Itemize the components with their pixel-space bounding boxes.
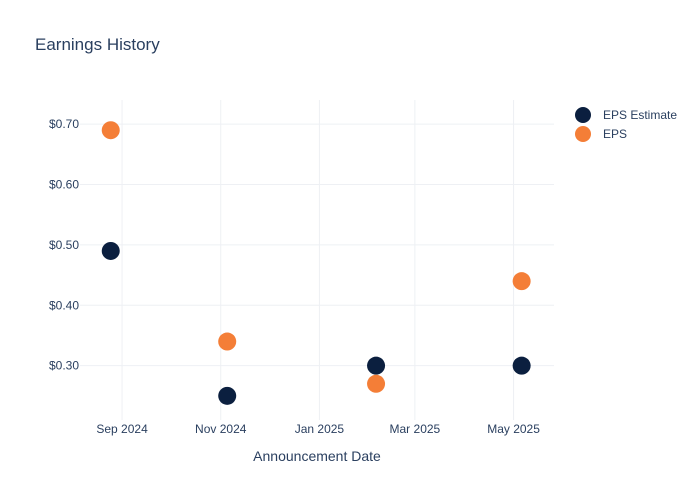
eps-point <box>367 374 386 393</box>
legend-marker-eps-estimate <box>575 107 591 123</box>
legend-marker-eps <box>575 126 591 142</box>
eps-point <box>218 332 237 351</box>
y-tick-label: $0.40 <box>49 298 79 312</box>
x-tick-label: May 2025 <box>487 422 540 436</box>
eps-estimate-point <box>512 356 531 375</box>
x-tick-label: Nov 2024 <box>195 422 247 436</box>
legend: EPS Estimate EPS <box>575 107 677 142</box>
y-tick-label: $0.50 <box>49 238 79 252</box>
eps-estimate-point <box>101 241 120 260</box>
eps-point <box>512 272 531 291</box>
chart-title: Earnings History <box>35 35 160 54</box>
eps-estimate-point <box>367 356 386 375</box>
x-tick-label: Mar 2025 <box>390 422 441 436</box>
y-tick-label: $0.60 <box>49 178 79 192</box>
eps-estimate-point <box>218 386 237 405</box>
legend-label-eps-estimate: EPS Estimate <box>603 108 677 122</box>
eps-point <box>101 121 120 140</box>
y-tick-label: $0.30 <box>49 359 79 373</box>
data-points <box>101 121 531 405</box>
legend-label-eps: EPS <box>603 127 627 141</box>
y-axis-ticks: $0.30 $0.40 $0.50 $0.60 $0.70 <box>49 117 79 373</box>
x-axis-title: Announcement Date <box>253 448 381 464</box>
grid <box>80 100 554 420</box>
x-tick-label: Jan 2025 <box>295 422 345 436</box>
x-axis-ticks: Sep 2024 Nov 2024 Jan 2025 Mar 2025 May 2025 <box>96 422 540 436</box>
x-tick-label: Sep 2024 <box>96 422 148 436</box>
y-tick-label: $0.70 <box>49 117 79 131</box>
